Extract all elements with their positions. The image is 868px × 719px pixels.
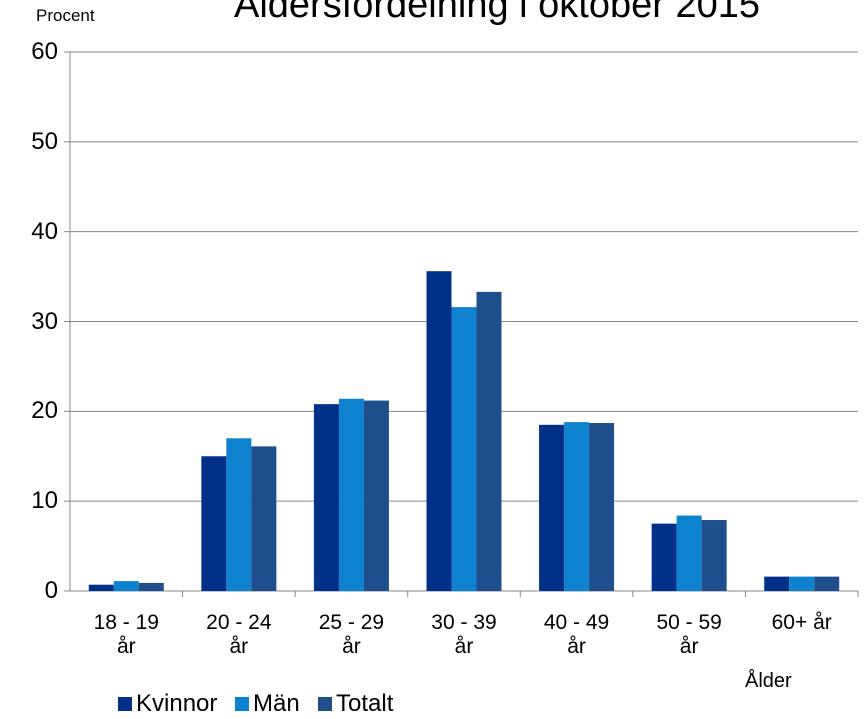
- y-tick-label: 30: [31, 307, 58, 335]
- x-tick-label: 60+ år: [771, 611, 832, 634]
- y-tick-label: 60: [31, 38, 58, 65]
- x-tick-label: 25 - 29 år: [318, 611, 385, 658]
- legend-swatch: [318, 697, 332, 711]
- legend-swatch: [235, 697, 249, 711]
- chart-title: Åldersfördelning i oktober 2015: [233, 0, 760, 26]
- x-tick-label: 18 - 19 år: [93, 611, 159, 658]
- legend-label: Totalt: [336, 690, 394, 717]
- y-tick-label: 40: [31, 217, 58, 245]
- bar: [138, 582, 164, 591]
- x-tick-label: 40 - 49 år: [543, 611, 610, 658]
- bar: [476, 291, 502, 591]
- bar: [651, 523, 677, 591]
- bar: [201, 456, 227, 591]
- bar: [113, 581, 139, 591]
- y-tick-label: 10: [31, 487, 58, 515]
- y-tick-label: 20: [31, 397, 58, 425]
- bar: [814, 576, 840, 591]
- y-tick-label: 0: [44, 577, 58, 604]
- legend-swatch: [118, 697, 132, 711]
- bar: [564, 422, 590, 591]
- bar: [701, 520, 727, 591]
- bar: [363, 400, 389, 591]
- bar: [451, 307, 477, 591]
- legend-label: Kvinnor: [136, 690, 218, 717]
- y-tick-label: 50: [31, 127, 58, 155]
- bar: [88, 584, 114, 591]
- x-axis-label: Ålder: [745, 670, 792, 692]
- bar: [676, 515, 702, 591]
- bar: [426, 271, 452, 591]
- x-tick-label: 20 - 24 år: [206, 611, 272, 658]
- x-tick-label: 30 - 39 år: [431, 611, 497, 658]
- bar: [251, 446, 277, 591]
- y-axis-label: Procent: [36, 6, 95, 25]
- legend-label: Män: [253, 690, 300, 717]
- bar: [338, 398, 364, 591]
- bar: [789, 576, 815, 591]
- bar: [226, 438, 252, 591]
- x-tick-label: 50 - 59 år: [656, 611, 722, 658]
- bar: [589, 423, 615, 591]
- bar: [313, 404, 339, 591]
- bar: [539, 424, 565, 591]
- bar: [764, 576, 790, 591]
